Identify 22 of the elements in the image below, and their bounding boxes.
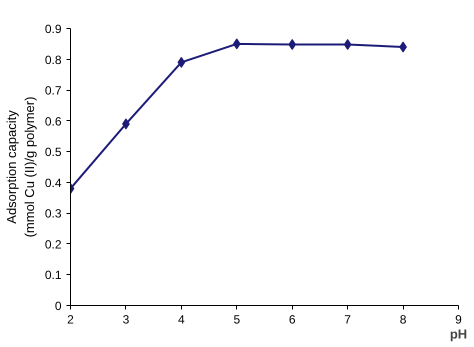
y-tick-label: 0.4: [44, 176, 62, 190]
x-tick-label: 3: [122, 312, 130, 326]
y-tick-label: 0.9: [44, 22, 62, 36]
x-tick-label: 9: [455, 312, 462, 326]
y-tick-label: 0.1: [44, 268, 62, 282]
x-tick-label: 7: [344, 312, 352, 326]
x-tick-label: 6: [288, 312, 296, 326]
y-tick-label: 0.6: [44, 114, 62, 128]
point: [288, 39, 296, 50]
x-axis-title: pH: [450, 326, 468, 342]
y-tick-label: 0: [54, 299, 62, 313]
y-tick-label: 0.3: [44, 206, 62, 221]
x-tick-label: 5: [233, 312, 240, 326]
x-tick-label: 4: [178, 312, 186, 326]
y-tick-label: 0.8: [44, 52, 62, 67]
y-axis-title: Adsorption capacity (mmol Cu (II)/g polymer): [4, 96, 37, 238]
x-tick-label: 2: [67, 312, 74, 326]
y-tick-label: 0.2: [44, 237, 62, 252]
point: [232, 38, 241, 50]
x-tick-label: 8: [400, 312, 407, 326]
y-tick-label: 0.5: [44, 145, 62, 160]
y-tick-label: 0.7: [44, 84, 62, 98]
